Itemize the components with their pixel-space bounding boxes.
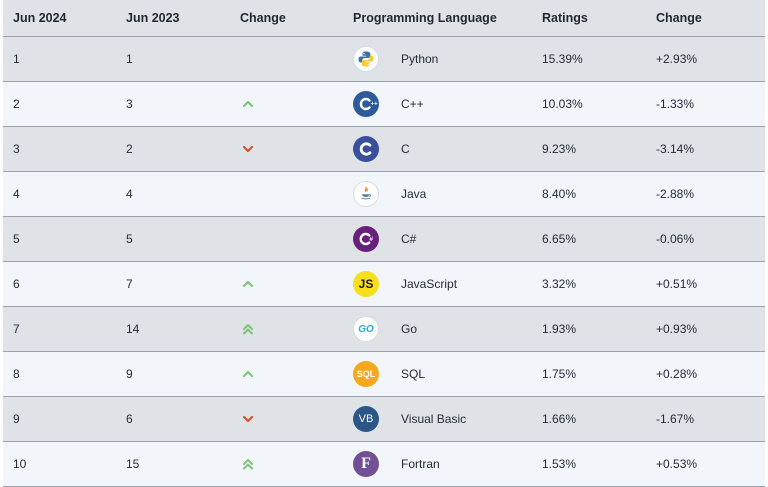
rank-previous: 1 xyxy=(126,52,133,66)
rating-change-value: -0.06% xyxy=(656,232,695,246)
trend-down-icon xyxy=(240,127,256,171)
rating-change-value: +0.53% xyxy=(656,457,698,471)
header-programming-language[interactable]: Programming Language xyxy=(353,11,497,25)
header-jun-2023[interactable]: Jun 2023 xyxy=(126,11,180,25)
javascript-logo-icon: JS xyxy=(353,262,379,306)
python-logo-icon xyxy=(353,37,379,81)
header-jun-2024[interactable]: Jun 2024 xyxy=(13,11,67,25)
c-logo-icon xyxy=(353,127,379,171)
language-name[interactable]: Java xyxy=(401,187,427,201)
table-row: 2 3 ++ C++ 10.03% -1.33% xyxy=(3,82,765,127)
language-name[interactable]: Python xyxy=(401,52,439,66)
trend-up-icon xyxy=(240,82,256,126)
rank-current: 7 xyxy=(13,322,20,336)
table-row: 4 4 Java 8.40% -2.88% xyxy=(3,172,765,217)
rank-previous: 2 xyxy=(126,142,133,156)
trend-up-icon xyxy=(240,352,256,396)
rating-change-value: -2.88% xyxy=(656,187,695,201)
sql-logo-icon: SQL xyxy=(353,352,379,396)
rank-current: 1 xyxy=(13,52,20,66)
go-logo-icon: GO xyxy=(353,307,379,351)
table-row: 10 15 F Fortran 1.53% +0.53% xyxy=(3,442,765,487)
header-ratings[interactable]: Ratings xyxy=(542,11,588,25)
table-header: Jun 2024 Jun 2023 Change Programming Lan… xyxy=(3,0,765,37)
table-row: 1 1 Python 15.39% +2.93% xyxy=(3,37,765,82)
rank-previous: 14 xyxy=(126,322,140,336)
rating-change-value: -1.67% xyxy=(656,412,695,426)
rank-current: 3 xyxy=(13,142,20,156)
trend-up-icon xyxy=(240,262,256,306)
rating-change-value: -3.14% xyxy=(656,142,695,156)
rating-value: 1.53% xyxy=(542,457,577,471)
rank-current: 9 xyxy=(13,412,20,426)
svg-text:#: # xyxy=(369,236,373,243)
rank-previous: 5 xyxy=(126,232,133,246)
rating-value: 15.39% xyxy=(542,52,583,66)
tiobe-index-table: Jun 2024 Jun 2023 Change Programming Lan… xyxy=(3,0,765,487)
rating-value: 10.03% xyxy=(542,97,583,111)
rating-value: 9.23% xyxy=(542,142,577,156)
rank-previous: 7 xyxy=(126,277,133,291)
rank-current: 5 xyxy=(13,232,20,246)
language-name[interactable]: SQL xyxy=(401,367,426,381)
rank-current: 4 xyxy=(13,187,20,201)
csharp-logo-icon: # xyxy=(353,217,379,261)
rank-previous: 6 xyxy=(126,412,133,426)
rating-value: 1.75% xyxy=(542,367,577,381)
language-name[interactable]: C xyxy=(401,142,410,156)
rank-previous: 3 xyxy=(126,97,133,111)
rating-change-value: +0.93% xyxy=(656,322,698,336)
fortran-logo-icon: F xyxy=(353,442,379,486)
rating-change-value: +0.51% xyxy=(656,277,698,291)
rating-change-value: -1.33% xyxy=(656,97,695,111)
java-logo-icon xyxy=(353,172,379,216)
table-row: 5 5 # C# 6.65% -0.06% xyxy=(3,217,765,262)
cplusplus-logo-icon: ++ xyxy=(353,82,379,126)
rating-value: 3.32% xyxy=(542,277,577,291)
table-row: 8 9 SQL SQL 1.75% +0.28% xyxy=(3,352,765,397)
rank-previous: 4 xyxy=(126,187,133,201)
rank-current: 8 xyxy=(13,367,20,381)
header-rating-change[interactable]: Change xyxy=(656,11,702,25)
language-name[interactable]: Visual Basic xyxy=(401,412,467,426)
rating-change-value: +2.93% xyxy=(656,52,698,66)
language-name[interactable]: C++ xyxy=(401,97,424,111)
trend-double-up-icon xyxy=(240,307,256,351)
language-name[interactable]: Go xyxy=(401,322,418,336)
rank-previous: 9 xyxy=(126,367,133,381)
visual-basic-logo-icon: VB xyxy=(353,397,379,441)
table-row: 7 14 GO Go 1.93% +0.93% xyxy=(3,307,765,352)
table-row: 3 2 C 9.23% -3.14% xyxy=(3,127,765,172)
language-name[interactable]: Fortran xyxy=(401,457,440,471)
table-row: 9 6 VB Visual Basic 1.66% -1.67% xyxy=(3,397,765,442)
language-name[interactable]: JavaScript xyxy=(401,277,458,291)
rating-change-value: +0.28% xyxy=(656,367,698,381)
rating-value: 1.66% xyxy=(542,412,577,426)
rating-value: 6.65% xyxy=(542,232,577,246)
trend-double-up-icon xyxy=(240,442,256,486)
table-row: 6 7 JS JavaScript 3.32% +0.51% xyxy=(3,262,765,307)
svg-text:++: ++ xyxy=(371,102,378,108)
rank-current: 10 xyxy=(13,457,27,471)
table-body: 1 1 Python 15.39% +2.93% 2 3 ++ C++ 10.03% -1.33% 3… xyxy=(3,37,765,487)
rank-previous: 15 xyxy=(126,457,140,471)
rank-current: 6 xyxy=(13,277,20,291)
header-change[interactable]: Change xyxy=(240,11,286,25)
rating-value: 1.93% xyxy=(542,322,577,336)
language-name[interactable]: C# xyxy=(401,232,417,246)
rank-current: 2 xyxy=(13,97,20,111)
trend-down-icon xyxy=(240,397,256,441)
rating-value: 8.40% xyxy=(542,187,577,201)
